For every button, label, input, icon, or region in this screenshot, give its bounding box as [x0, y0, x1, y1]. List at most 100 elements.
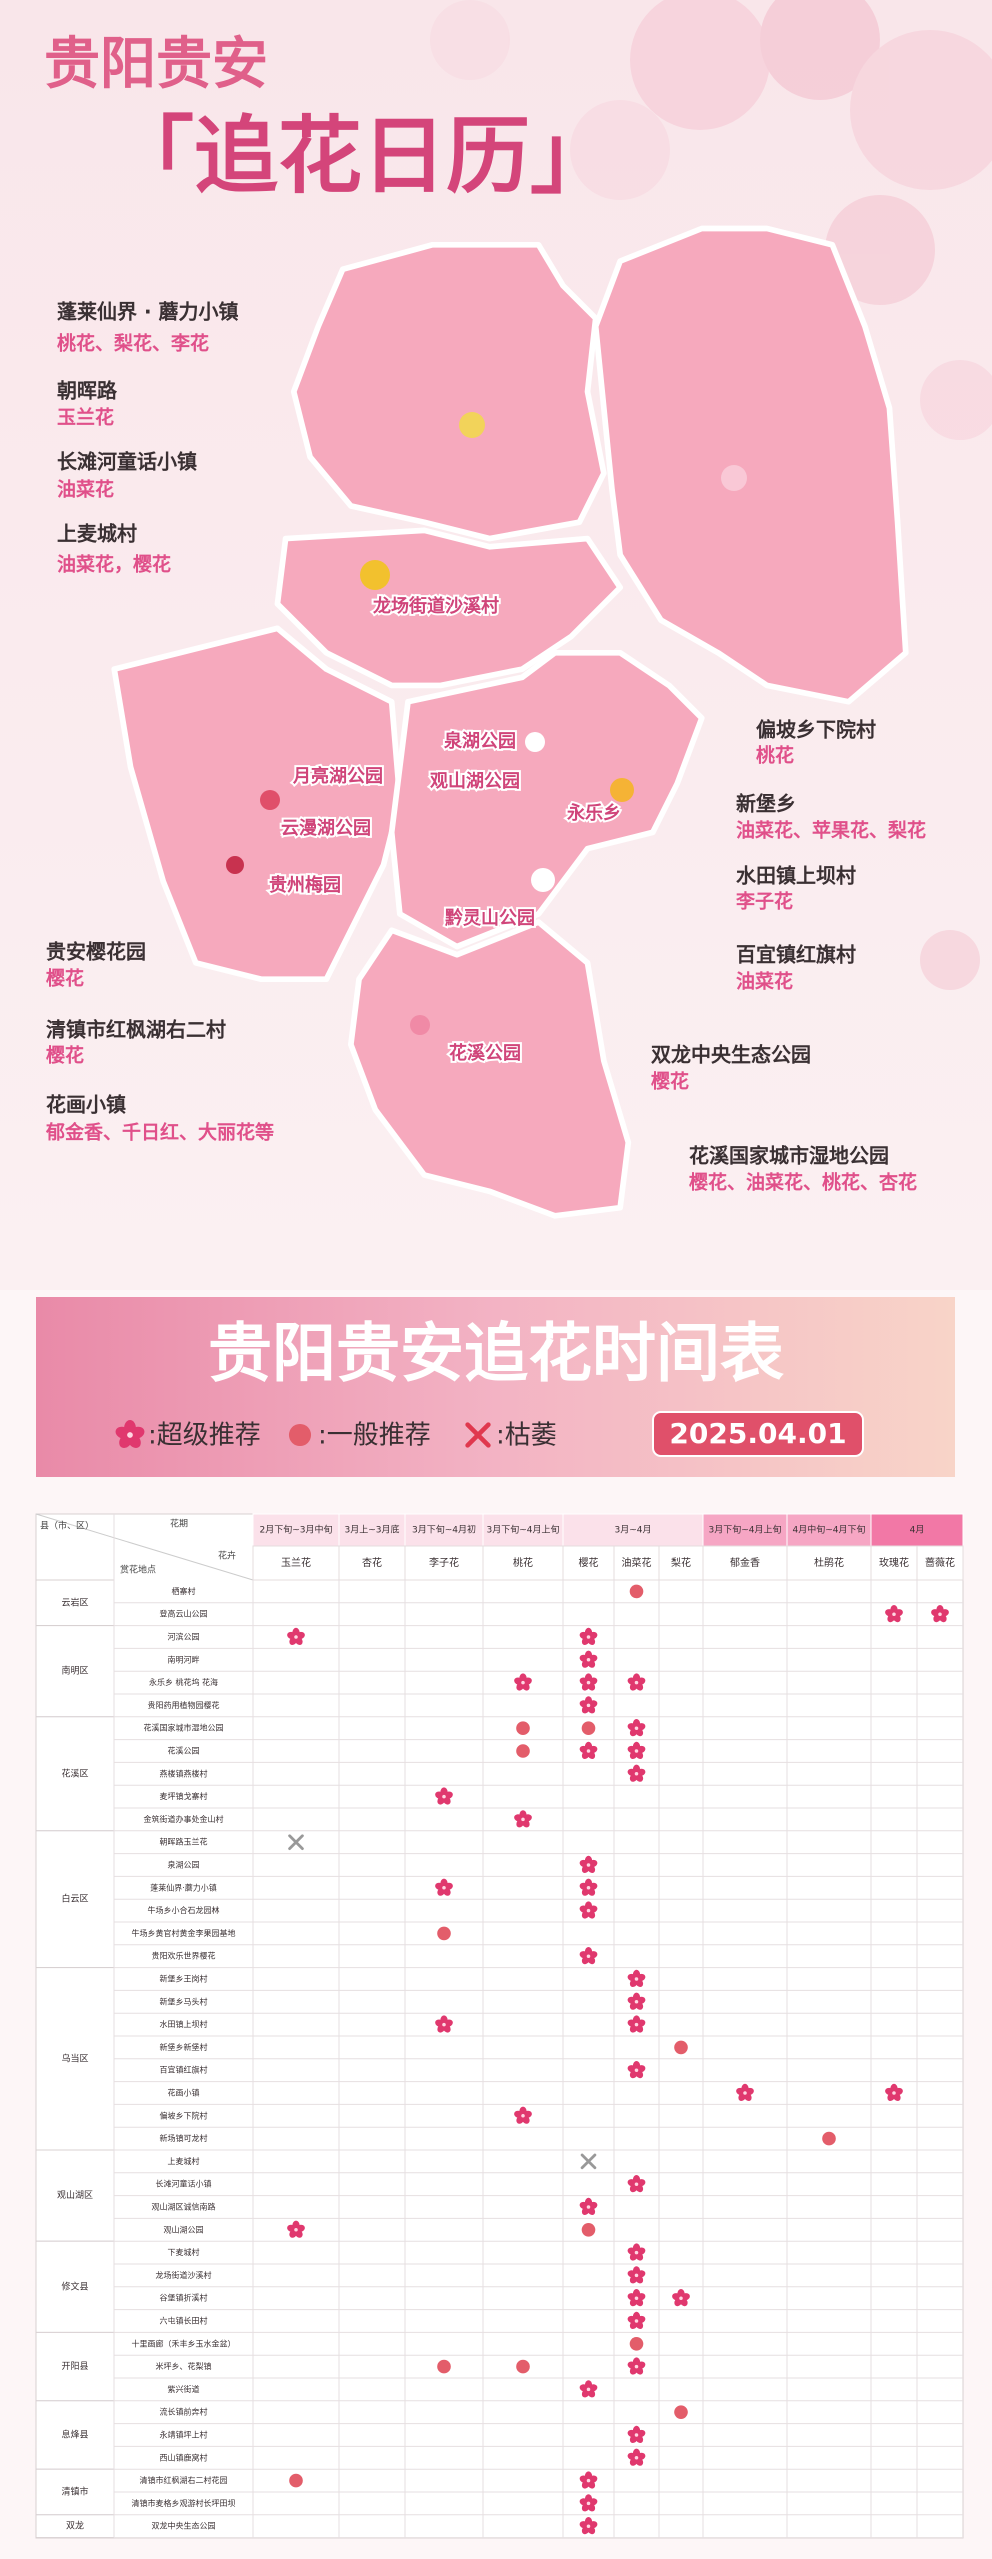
- super-recommend-icon: [435, 1878, 453, 1896]
- place-name: 贵阳欢乐世界樱花: [152, 1951, 216, 1961]
- district-name: 清镇市: [61, 2486, 88, 2498]
- callout-place: 蓬莱仙界 · 蘑力小镇: [57, 300, 239, 324]
- flower-center: [634, 2364, 639, 2369]
- flower-center: [634, 2000, 639, 2004]
- district-cell: [35, 2240, 115, 2333]
- cross-stroke: [465, 1422, 491, 1448]
- period-label: 3月~4月: [615, 1525, 652, 1536]
- petal: [627, 2429, 638, 2438]
- callout-flowers: 樱花、油菜花、桃花、杏花: [689, 1171, 917, 1194]
- flower-center: [521, 2114, 525, 2118]
- super-recommend-icon: [627, 1992, 646, 2010]
- petal: [627, 2315, 638, 2324]
- callout-flowers: 李子花: [735, 890, 793, 913]
- callout-flowers: 郁金香、千日红、大丽花等: [45, 1121, 274, 1144]
- period-label: 2月下旬~3月中旬: [260, 1524, 333, 1536]
- flower-center: [442, 1794, 446, 1799]
- callout-place: 花溪国家城市湿地公园: [689, 1144, 889, 1168]
- flower-header-cell: [702, 1545, 788, 1581]
- callout-flowers: 油菜花: [57, 478, 114, 501]
- place-name: 水田镇上坝村: [160, 2019, 208, 2029]
- general-recommend-icon: [437, 2359, 451, 2374]
- flower-center: [634, 2273, 639, 2278]
- period-header-cell: [870, 1513, 964, 1547]
- general-recommend-icon: [289, 2473, 303, 2488]
- period-label: 3月下旬~4月初: [412, 1524, 476, 1536]
- flower-center: [634, 1680, 639, 1685]
- petal: [627, 2247, 638, 2255]
- super-recommend-icon: [115, 1420, 145, 1448]
- district-cell: [35, 2331, 115, 2402]
- petal: [627, 2065, 638, 2073]
- flower-header-cell: [562, 1545, 615, 1581]
- title-line2: 「追花日历」: [110, 107, 614, 205]
- flower-center: [586, 1658, 591, 1662]
- callout-flowers: 樱花: [46, 967, 84, 990]
- callout-place: 水田镇上坝村: [736, 864, 856, 888]
- legend: :超级推荐:一般推荐:枯萎: [115, 1420, 557, 1451]
- petal: [579, 1700, 590, 1708]
- legend-label: :一般推荐: [318, 1421, 431, 1451]
- super-recommend-icon: [579, 2471, 598, 2489]
- period-header-cell: [562, 1513, 704, 1547]
- petal: [514, 2110, 524, 2119]
- place-name: 朝晖路玉兰花: [160, 1837, 208, 1847]
- flower-header-cell: [613, 1545, 660, 1581]
- petal: [627, 1973, 638, 1982]
- place-name: 十里画廊（禾丰乡玉水金盆）: [132, 2338, 236, 2348]
- district-cell: [35, 1579, 115, 1627]
- map-label: 黔灵山公园: [445, 907, 535, 929]
- petal: [627, 2452, 638, 2461]
- callout-place: 新堡乡: [736, 792, 796, 816]
- district-cell: [35, 2400, 115, 2470]
- place-name: 长滩河童话小镇: [156, 2179, 212, 2189]
- map: [111, 225, 909, 1219]
- flower-center: [442, 2022, 446, 2027]
- super-recommend-icon: [579, 1696, 598, 1714]
- flower-header-cell: [658, 1545, 704, 1581]
- district-name: 白云区: [61, 1893, 88, 1905]
- flower-center: [743, 2091, 747, 2095]
- flower-center: [938, 1612, 942, 1616]
- period-label: 4月: [910, 1525, 925, 1536]
- callout-place: 双龙中央生态公园: [651, 1043, 811, 1067]
- flower-center: [634, 1977, 639, 1981]
- district-name: 南明区: [61, 1665, 88, 1677]
- super-recommend-icon: [627, 2266, 646, 2284]
- petal: [579, 1745, 590, 1754]
- place-name: 贵阳药用植物园樱花: [148, 1700, 220, 1710]
- map-region: [290, 241, 607, 542]
- petal: [931, 1609, 941, 1617]
- period-label: 3月下旬~4月上旬: [709, 1524, 782, 1536]
- district-name: 修文县: [61, 2280, 88, 2292]
- petal: [627, 2179, 638, 2187]
- place-name: 新堡乡王岗村: [160, 1974, 208, 1984]
- petal: [579, 1677, 590, 1685]
- place-name: 登高云山公园: [160, 1609, 208, 1619]
- petal: [579, 1882, 590, 1891]
- super-recommend-icon: [579, 1901, 598, 1919]
- flower-center: [521, 1817, 525, 1822]
- district-name: 乌当区: [61, 2052, 88, 2064]
- place-name: 花溪国家城市湿地公园: [144, 1723, 224, 1733]
- super-recommend-icon: [885, 2083, 903, 2101]
- flower-center: [892, 1612, 896, 1616]
- period-header-cell: [404, 1513, 484, 1547]
- place-name: 清镇市麦格乡观游村长坪田坝: [132, 2498, 236, 2508]
- callout-flowers: 樱花: [651, 1070, 689, 1093]
- flower-name: 郁金香: [730, 1556, 760, 1569]
- super-recommend-icon: [627, 2425, 646, 2443]
- flower-center: [634, 2319, 639, 2323]
- map-region: [592, 225, 909, 705]
- petal: [435, 1882, 445, 1891]
- petal: [627, 2293, 638, 2301]
- period-label: 3月上~3月底: [345, 1524, 400, 1536]
- flower-center: [294, 2228, 298, 2232]
- date-badge: [652, 1411, 864, 1457]
- place-name: 新场镇可龙村: [160, 2133, 208, 2143]
- legend-label: :枯萎: [496, 1421, 557, 1451]
- super-recommend-icon: [627, 1673, 646, 1691]
- general-recommend-icon: [581, 2223, 596, 2237]
- flower-center: [634, 1772, 639, 1776]
